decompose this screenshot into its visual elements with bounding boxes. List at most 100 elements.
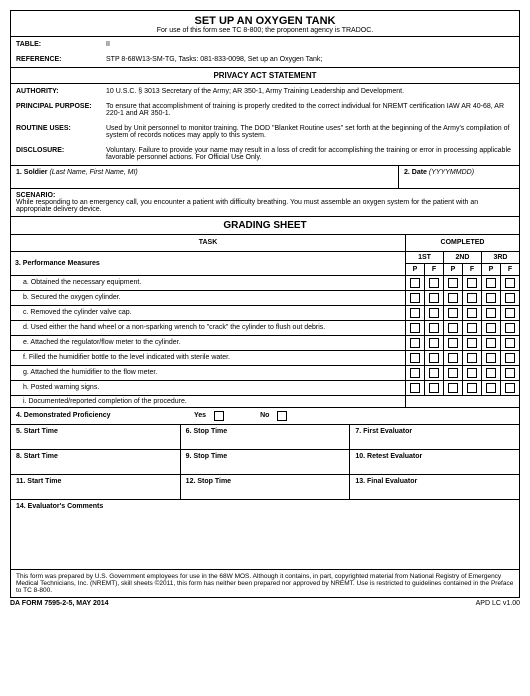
- evaluator-cell[interactable]: 13. Final Evaluator: [350, 475, 519, 499]
- table-label: TABLE:: [11, 37, 101, 52]
- stop-time-cell[interactable]: 12. Stop Time: [181, 475, 351, 499]
- footer-note: This form was prepared by U.S. Governmen…: [11, 570, 519, 597]
- authority-value: 10 U.S.C. § 3013 Secretary of the Army; …: [101, 84, 519, 99]
- table-row: TABLE: II: [11, 37, 519, 52]
- measure-checkbox[interactable]: [482, 275, 501, 290]
- attempt-3: 3RD: [482, 251, 520, 263]
- measure-checkbox[interactable]: [444, 305, 463, 320]
- measure-checkbox[interactable]: [482, 305, 501, 320]
- privacy-title: PRIVACY ACT STATEMENT: [11, 68, 519, 84]
- measure-checkbox[interactable]: [444, 290, 463, 305]
- measure-checkbox[interactable]: [463, 380, 482, 395]
- measure-checkbox[interactable]: [463, 335, 482, 350]
- measure-checkbox[interactable]: [482, 350, 501, 365]
- measure-checkbox[interactable]: [463, 320, 482, 335]
- measure-checkbox[interactable]: [425, 320, 444, 335]
- measure-checkbox[interactable]: [444, 365, 463, 380]
- measure-checkbox[interactable]: [501, 365, 520, 380]
- measure-checkbox[interactable]: [406, 290, 425, 305]
- measure-checkbox[interactable]: [425, 350, 444, 365]
- measure-text: e. Attached the regulator/flow meter to …: [11, 335, 406, 350]
- apd-version: APD LC v1.00: [476, 600, 520, 607]
- start-time-cell[interactable]: 8. Start Time: [11, 450, 181, 474]
- measure-checkbox[interactable]: [406, 320, 425, 335]
- measure-checkbox[interactable]: [444, 380, 463, 395]
- measure-checkbox[interactable]: [425, 305, 444, 320]
- soldier-date-row: 1. Soldier (Last Name, First Name, MI) 2…: [11, 166, 519, 189]
- measure-checkbox[interactable]: [406, 335, 425, 350]
- measure-checkbox[interactable]: [501, 275, 520, 290]
- measure-checkbox[interactable]: [482, 290, 501, 305]
- disclosure-value: Voluntary. Failure to provide your name …: [101, 143, 519, 165]
- disclosure-row: DISCLOSURE: Voluntary. Failure to provid…: [11, 143, 519, 166]
- measure-checkbox[interactable]: [425, 380, 444, 395]
- start-time-cell[interactable]: 11. Start Time: [11, 475, 181, 499]
- authority-row: AUTHORITY: 10 U.S.C. § 3013 Secretary of…: [11, 84, 519, 99]
- date-cell[interactable]: 2. Date (YYYYMMDD): [399, 166, 519, 188]
- measure-checkbox[interactable]: [425, 365, 444, 380]
- measure-checkbox[interactable]: [501, 335, 520, 350]
- demo-label: 4. Demonstrated Proficiency: [16, 412, 186, 419]
- measure-checkbox[interactable]: [482, 335, 501, 350]
- reference-value: STP 8-68W13-SM-TG, Tasks: 081-833-0098, …: [101, 52, 519, 67]
- demo-proficiency-row: 4. Demonstrated Proficiency Yes No: [11, 408, 519, 425]
- form-id: DA FORM 7595-2-5, MAY 2014: [10, 600, 109, 607]
- no-checkbox[interactable]: [277, 411, 287, 421]
- measure-text: c. Removed the cylinder valve cap.: [11, 305, 406, 320]
- yes-checkbox[interactable]: [214, 411, 224, 421]
- task-header: TASK: [11, 235, 406, 251]
- scenario-block: SCENARIO: While responding to an emergen…: [11, 189, 519, 217]
- stop-time-cell[interactable]: 9. Stop Time: [181, 450, 351, 474]
- comments-block[interactable]: 14. Evaluator's Comments: [11, 500, 519, 570]
- measure-text: g. Attached the humidifier to the flow m…: [11, 365, 406, 380]
- measure-checkbox[interactable]: [501, 305, 520, 320]
- measure-checkbox[interactable]: [482, 320, 501, 335]
- measure-checkbox[interactable]: [463, 350, 482, 365]
- evaluator-cell[interactable]: 10. Retest Evaluator: [350, 450, 519, 474]
- measure-checkbox[interactable]: [425, 275, 444, 290]
- measure-checkbox[interactable]: [425, 335, 444, 350]
- measure-checkbox[interactable]: [406, 350, 425, 365]
- soldier-hint: (Last Name, First Name, MI): [49, 169, 137, 176]
- measure-text: f. Filled the humidifier bottle to the l…: [11, 350, 406, 365]
- p-3: P: [482, 263, 501, 275]
- time-eval-row: 11. Start Time 12. Stop Time 13. Final E…: [11, 475, 519, 500]
- main-title: SET UP AN OXYGEN TANK: [11, 15, 519, 27]
- measure-text: a. Obtained the necessary equipment.: [11, 275, 406, 290]
- reference-label: REFERENCE:: [11, 52, 101, 67]
- measure-checkbox[interactable]: [444, 350, 463, 365]
- purpose-label: PRINCIPAL PURPOSE:: [11, 99, 101, 121]
- measure-checkbox[interactable]: [501, 320, 520, 335]
- measure-checkbox[interactable]: [406, 365, 425, 380]
- grading-table: TASK COMPLETED 3. Performance Measures 1…: [11, 235, 519, 408]
- subtitle: For use of this form see TC 8-800; the p…: [11, 27, 519, 34]
- completed-header: COMPLETED: [406, 235, 520, 251]
- measure-checkbox[interactable]: [425, 290, 444, 305]
- start-time-cell[interactable]: 5. Start Time: [11, 425, 181, 449]
- measure-checkbox[interactable]: [501, 380, 520, 395]
- measure-checkbox[interactable]: [406, 275, 425, 290]
- scenario-label: SCENARIO:: [16, 192, 55, 199]
- measure-checkbox[interactable]: [501, 350, 520, 365]
- no-label: No: [260, 412, 269, 419]
- measure-checkbox[interactable]: [463, 365, 482, 380]
- measure-checkbox[interactable]: [406, 305, 425, 320]
- measure-checkbox[interactable]: [444, 275, 463, 290]
- stop-time-cell[interactable]: 6. Stop Time: [181, 425, 351, 449]
- table-value: II: [101, 37, 519, 52]
- f-1: F: [425, 263, 444, 275]
- soldier-cell[interactable]: 1. Soldier (Last Name, First Name, MI): [11, 166, 399, 188]
- routine-value: Used by Unit personnel to monitor traini…: [101, 121, 519, 143]
- measure-checkbox[interactable]: [482, 365, 501, 380]
- measure-checkbox[interactable]: [463, 305, 482, 320]
- measure-checkbox[interactable]: [444, 320, 463, 335]
- measure-checkbox[interactable]: [482, 380, 501, 395]
- measure-checkbox[interactable]: [444, 335, 463, 350]
- measure-checkbox[interactable]: [463, 290, 482, 305]
- measure-checkbox[interactable]: [463, 275, 482, 290]
- reference-row: REFERENCE: STP 8-68W13-SM-TG, Tasks: 081…: [11, 52, 519, 68]
- evaluator-cell[interactable]: 7. First Evaluator: [350, 425, 519, 449]
- date-label: 2. Date: [404, 169, 427, 176]
- measure-checkbox[interactable]: [406, 380, 425, 395]
- measure-checkbox[interactable]: [501, 290, 520, 305]
